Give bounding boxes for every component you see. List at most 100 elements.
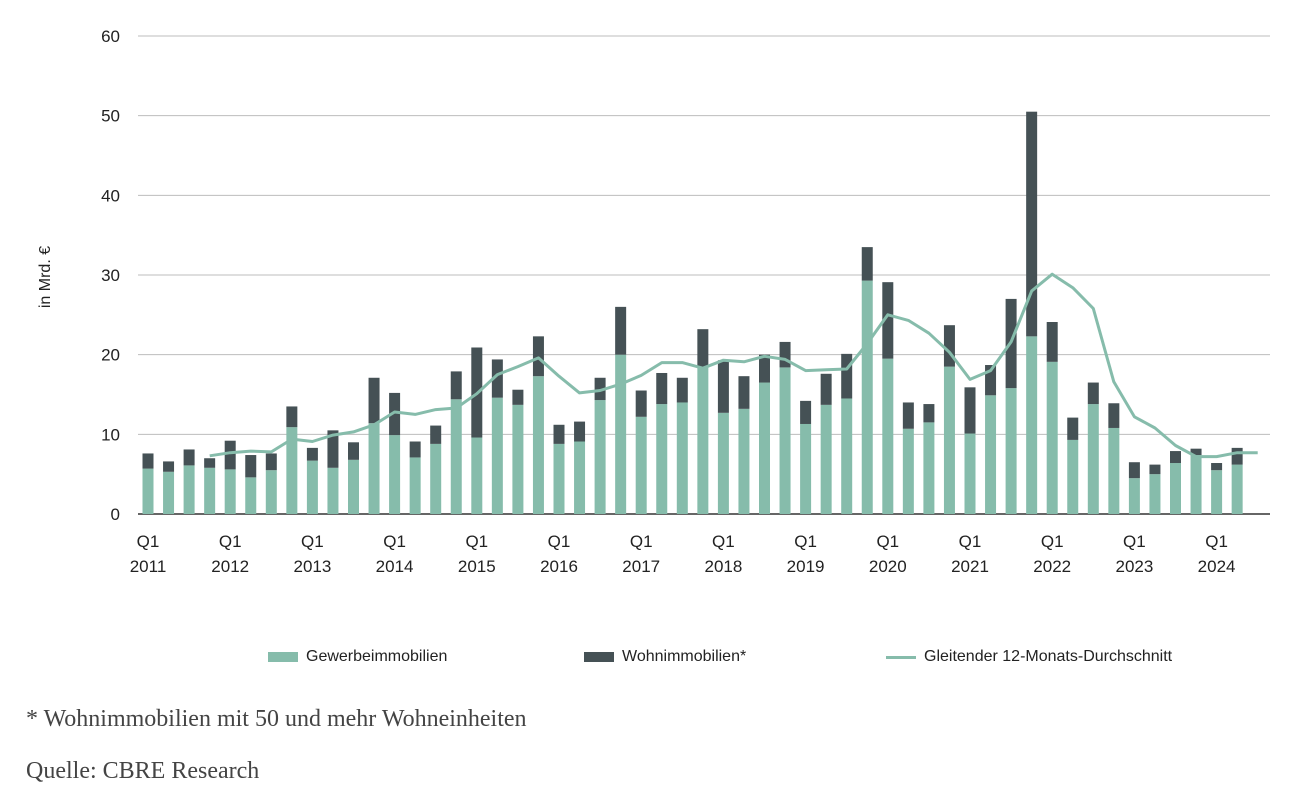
- y-tick-label: 50: [101, 107, 120, 126]
- bar-wohn: [491, 359, 503, 398]
- bar-wohn: [389, 392, 401, 436]
- bar-gewerbe: [800, 423, 812, 514]
- bar-gewerbe: [759, 382, 770, 514]
- y-tick-label: 30: [101, 266, 120, 285]
- bar-gewerbe: [985, 395, 997, 514]
- y-tick-label: 60: [101, 27, 120, 46]
- bar-wohn: [409, 441, 421, 458]
- bar-wohn: [964, 387, 976, 434]
- bar-wohn: [861, 247, 873, 281]
- bar-wohn: [841, 353, 853, 399]
- legend-item-wohn: Wohnimmobilien*: [584, 648, 746, 666]
- x-tick-year: 2020: [869, 557, 907, 576]
- bar-wohn: [163, 461, 175, 472]
- bar-gewerbe: [676, 402, 688, 514]
- x-tick-quarter: Q1: [959, 532, 982, 551]
- bar-gewerbe: [389, 435, 401, 514]
- bar-gewerbe: [512, 404, 524, 514]
- legend-item-gewerbe: Gewerbeimmobilien: [268, 648, 447, 666]
- x-tick-quarter: Q1: [876, 532, 899, 551]
- bar-wohn: [779, 341, 791, 368]
- y-axis-ticks: 0 10 20 30 40 50 60: [101, 27, 120, 524]
- y-tick-label: 10: [101, 425, 120, 444]
- bar-gewerbe: [286, 427, 298, 514]
- x-tick-year: 2023: [1115, 557, 1153, 576]
- x-tick-quarter: Q1: [630, 532, 653, 551]
- bar-wohn: [553, 424, 565, 444]
- bar-gewerbe: [861, 280, 873, 514]
- bar-wohn: [594, 377, 606, 401]
- bar-gewerbe: [327, 467, 339, 514]
- bar-gewerbe: [409, 457, 421, 514]
- bar-wohn: [142, 453, 154, 469]
- x-tick-year: 2017: [622, 557, 660, 576]
- bar-gewerbe: [1128, 478, 1140, 514]
- bar-gewerbe: [697, 367, 709, 514]
- bar-wohn: [1108, 403, 1120, 428]
- bar-gewerbe: [902, 428, 914, 514]
- legend-swatch-wohn: [584, 652, 614, 662]
- bar-gewerbe: [841, 398, 853, 514]
- bar-gewerbe: [142, 468, 154, 514]
- bar-gewerbe: [615, 354, 627, 514]
- x-tick-quarter: Q1: [383, 532, 406, 551]
- bar-wohn: [697, 329, 709, 368]
- bar-wohn: [574, 421, 586, 442]
- bar-wohn: [224, 440, 236, 470]
- bar-wohn: [430, 425, 442, 444]
- bar-wohn: [882, 282, 894, 359]
- bar-gewerbe: [204, 467, 216, 514]
- bar-wohn: [245, 455, 257, 478]
- bar-wohn: [183, 449, 195, 466]
- bar-wohn: [820, 373, 832, 405]
- bar-gewerbe: [1108, 427, 1120, 514]
- bar-gewerbe: [163, 471, 175, 514]
- bar-gewerbe: [943, 366, 955, 514]
- legend-item-average: Gleitender 12-Monats-Durchschnitt: [886, 648, 1172, 666]
- bar-gewerbe: [1231, 464, 1243, 514]
- bar-wohn: [985, 365, 997, 396]
- bar-gewerbe: [1190, 455, 1202, 514]
- bar-wohn: [327, 430, 339, 468]
- bar-wohn: [368, 377, 380, 424]
- x-tick-year: 2014: [376, 557, 414, 576]
- y-tick-label: 0: [111, 505, 120, 524]
- bar-gewerbe: [574, 441, 586, 514]
- bar-gewerbe: [717, 412, 729, 514]
- bar-wohn: [902, 402, 914, 429]
- bar-gewerbe: [779, 367, 791, 514]
- bar-wohn: [306, 447, 318, 461]
- bar-wohn: [512, 389, 524, 405]
- bar-wohn: [450, 371, 462, 400]
- bar-wohn: [348, 442, 359, 460]
- legend-label-wohn: Wohnimmobilien*: [622, 648, 747, 665]
- bar-wohn: [532, 336, 544, 377]
- bar-wohn: [943, 325, 955, 367]
- bar-gewerbe: [532, 376, 544, 514]
- bar-wohn: [1231, 447, 1243, 465]
- source-note: Quelle: CBRE Research: [26, 758, 260, 784]
- x-tick-year: 2018: [704, 557, 742, 576]
- bar-wohn: [738, 376, 750, 409]
- x-tick-year: 2019: [787, 557, 825, 576]
- x-tick-year: 2013: [293, 557, 331, 576]
- bar-gewerbe: [923, 422, 935, 514]
- y-tick-label: 20: [101, 346, 120, 365]
- bar-wohn: [1067, 417, 1079, 440]
- legend-swatch-gewerbe: [268, 652, 298, 662]
- bar-gewerbe: [1005, 388, 1017, 514]
- bar-wohn: [800, 400, 812, 424]
- legend-label-average: Gleitender 12-Monats-Durchschnitt: [924, 648, 1173, 665]
- bar-gewerbe: [348, 459, 359, 514]
- bar-gewerbe: [183, 465, 195, 514]
- bar-wohn: [656, 372, 668, 405]
- y-axis-label: in Mrd. €: [37, 246, 54, 308]
- bar-gewerbe: [964, 433, 976, 514]
- bar-wohn: [1211, 463, 1223, 471]
- x-tick-quarter: Q1: [137, 532, 160, 551]
- bar-wohn: [1149, 464, 1161, 475]
- x-tick-quarter: Q1: [712, 532, 735, 551]
- bar-gewerbe: [1087, 404, 1099, 514]
- bar-wohn: [286, 406, 298, 428]
